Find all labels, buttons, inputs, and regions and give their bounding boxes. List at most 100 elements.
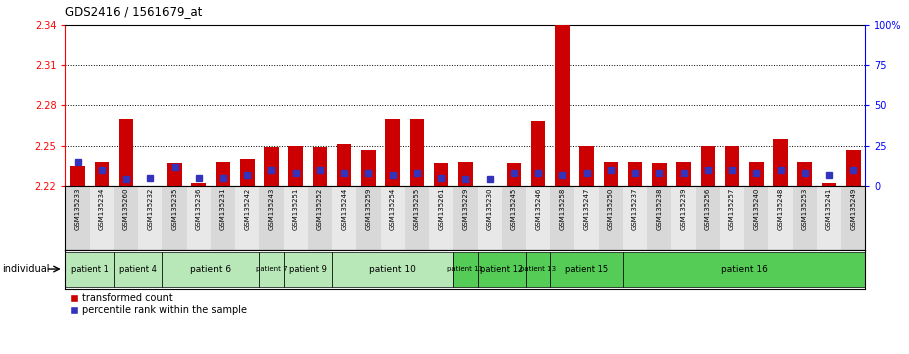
Text: patient 4: patient 4: [119, 264, 157, 274]
Text: GSM135242: GSM135242: [245, 188, 250, 230]
Bar: [410, 119, 425, 186]
FancyBboxPatch shape: [65, 251, 114, 287]
Text: GSM135231: GSM135231: [220, 188, 226, 230]
Bar: [114, 186, 138, 250]
Bar: [695, 186, 720, 250]
Bar: [502, 186, 526, 250]
Bar: [574, 186, 599, 250]
Bar: [652, 163, 666, 186]
FancyBboxPatch shape: [284, 251, 332, 287]
Text: GSM135241: GSM135241: [826, 188, 832, 230]
Text: patient 11: patient 11: [447, 266, 484, 272]
Bar: [744, 186, 768, 250]
Bar: [604, 162, 618, 186]
Bar: [167, 163, 182, 186]
Bar: [817, 186, 841, 250]
Text: patient 12: patient 12: [480, 264, 524, 274]
Text: GSM135232: GSM135232: [147, 188, 154, 230]
Text: GSM135243: GSM135243: [268, 188, 275, 230]
Bar: [211, 186, 235, 250]
Text: GSM135248: GSM135248: [777, 188, 784, 230]
Bar: [720, 186, 744, 250]
Text: patient 13: patient 13: [520, 266, 556, 272]
Bar: [163, 186, 186, 250]
Bar: [846, 150, 861, 186]
Bar: [797, 162, 812, 186]
Bar: [235, 186, 259, 250]
Bar: [623, 186, 647, 250]
Bar: [793, 186, 817, 250]
Bar: [381, 186, 405, 250]
Text: patient 16: patient 16: [721, 264, 767, 274]
Text: GSM135254: GSM135254: [390, 188, 395, 230]
FancyBboxPatch shape: [114, 251, 163, 287]
Bar: [215, 162, 230, 186]
Bar: [361, 150, 375, 186]
FancyBboxPatch shape: [454, 251, 477, 287]
Bar: [701, 145, 715, 186]
FancyBboxPatch shape: [163, 251, 259, 287]
Bar: [119, 119, 134, 186]
Bar: [531, 121, 545, 186]
Text: GSM135240: GSM135240: [754, 188, 759, 230]
Text: GSM135230: GSM135230: [486, 188, 493, 230]
Bar: [749, 162, 764, 186]
Bar: [768, 186, 793, 250]
Text: patient 6: patient 6: [190, 264, 232, 274]
Bar: [454, 186, 477, 250]
Bar: [356, 186, 381, 250]
Bar: [477, 186, 502, 250]
Text: GSM135239: GSM135239: [681, 188, 686, 230]
Text: GSM135236: GSM135236: [195, 188, 202, 230]
Bar: [628, 162, 643, 186]
FancyBboxPatch shape: [259, 251, 284, 287]
Bar: [284, 186, 308, 250]
Text: GSM135237: GSM135237: [632, 188, 638, 230]
Bar: [288, 145, 303, 186]
Bar: [672, 186, 695, 250]
Bar: [550, 186, 574, 250]
Bar: [429, 186, 454, 250]
Bar: [138, 186, 163, 250]
Text: GSM135257: GSM135257: [729, 188, 735, 230]
Bar: [405, 186, 429, 250]
Bar: [458, 162, 473, 186]
Text: GSM135229: GSM135229: [463, 188, 468, 230]
Bar: [434, 163, 448, 186]
FancyBboxPatch shape: [477, 251, 526, 287]
Text: GSM135255: GSM135255: [414, 188, 420, 230]
Bar: [337, 144, 352, 186]
FancyBboxPatch shape: [623, 251, 865, 287]
Bar: [676, 162, 691, 186]
Bar: [65, 186, 90, 250]
Text: GSM135235: GSM135235: [172, 188, 177, 230]
Text: GSM135249: GSM135249: [850, 188, 856, 230]
Legend: transformed count, percentile rank within the sample: transformed count, percentile rank withi…: [70, 293, 247, 315]
Bar: [774, 139, 788, 186]
Bar: [579, 145, 594, 186]
Bar: [599, 186, 623, 250]
Text: GSM135259: GSM135259: [365, 188, 372, 230]
Bar: [724, 145, 739, 186]
Bar: [90, 186, 114, 250]
Text: GSM135253: GSM135253: [802, 188, 808, 230]
Text: GSM135244: GSM135244: [341, 188, 347, 230]
Text: individual: individual: [2, 264, 49, 274]
Bar: [265, 147, 279, 186]
Bar: [555, 25, 570, 186]
Text: GSM135238: GSM135238: [656, 188, 663, 230]
Bar: [313, 147, 327, 186]
Bar: [240, 159, 255, 186]
Text: GSM135250: GSM135250: [608, 188, 614, 230]
FancyBboxPatch shape: [550, 251, 623, 287]
Text: GSM135260: GSM135260: [123, 188, 129, 230]
Bar: [841, 186, 865, 250]
Bar: [192, 183, 206, 186]
Text: GSM135233: GSM135233: [75, 188, 81, 230]
Text: patient 1: patient 1: [71, 264, 109, 274]
Bar: [526, 186, 550, 250]
Bar: [822, 183, 836, 186]
Text: GSM135256: GSM135256: [704, 188, 711, 230]
Text: patient 15: patient 15: [565, 264, 608, 274]
Bar: [70, 166, 85, 186]
